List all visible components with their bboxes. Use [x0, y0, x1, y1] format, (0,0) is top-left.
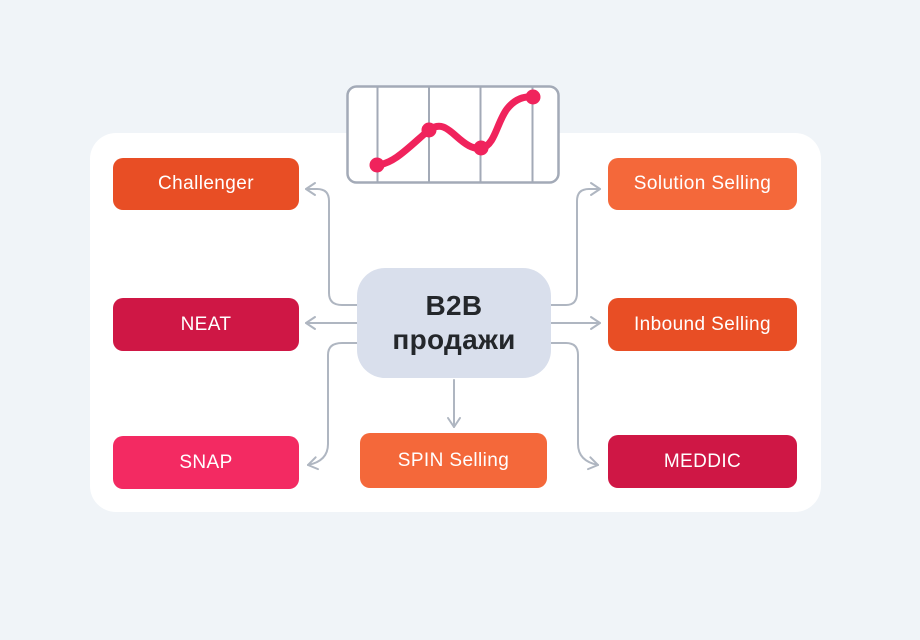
center-node-line1: B2B: [425, 289, 483, 321]
method-label: Challenger: [158, 173, 254, 194]
chart-icon-curve: [373, 93, 537, 169]
method-box-challenger: Challenger: [113, 158, 299, 210]
method-label: NEAT: [180, 313, 232, 335]
method-label: Inbound Selling: [634, 313, 771, 335]
center-node-line2: продажи: [392, 324, 516, 355]
method-box-solution-selling: Solution Selling: [608, 158, 797, 210]
method-box-inbound-selling: Inbound Selling: [608, 298, 797, 351]
line-chart-icon: [346, 85, 560, 184]
method-box-snap: SNAP: [113, 436, 299, 489]
method-label: MEDDIC: [663, 450, 742, 472]
method-box-meddic: MEDDIC: [608, 435, 797, 488]
chart-icon-points: [369, 89, 541, 173]
method-box-neat: NEAT: [113, 298, 299, 351]
method-label: SNAP: [179, 451, 233, 473]
method-label: SPIN Selling: [397, 449, 510, 471]
center-node-b2b-sales: B2B продажи: [357, 268, 551, 378]
method-label: Solution Selling: [633, 173, 772, 194]
method-box-spin-selling: SPIN Selling: [360, 433, 547, 488]
